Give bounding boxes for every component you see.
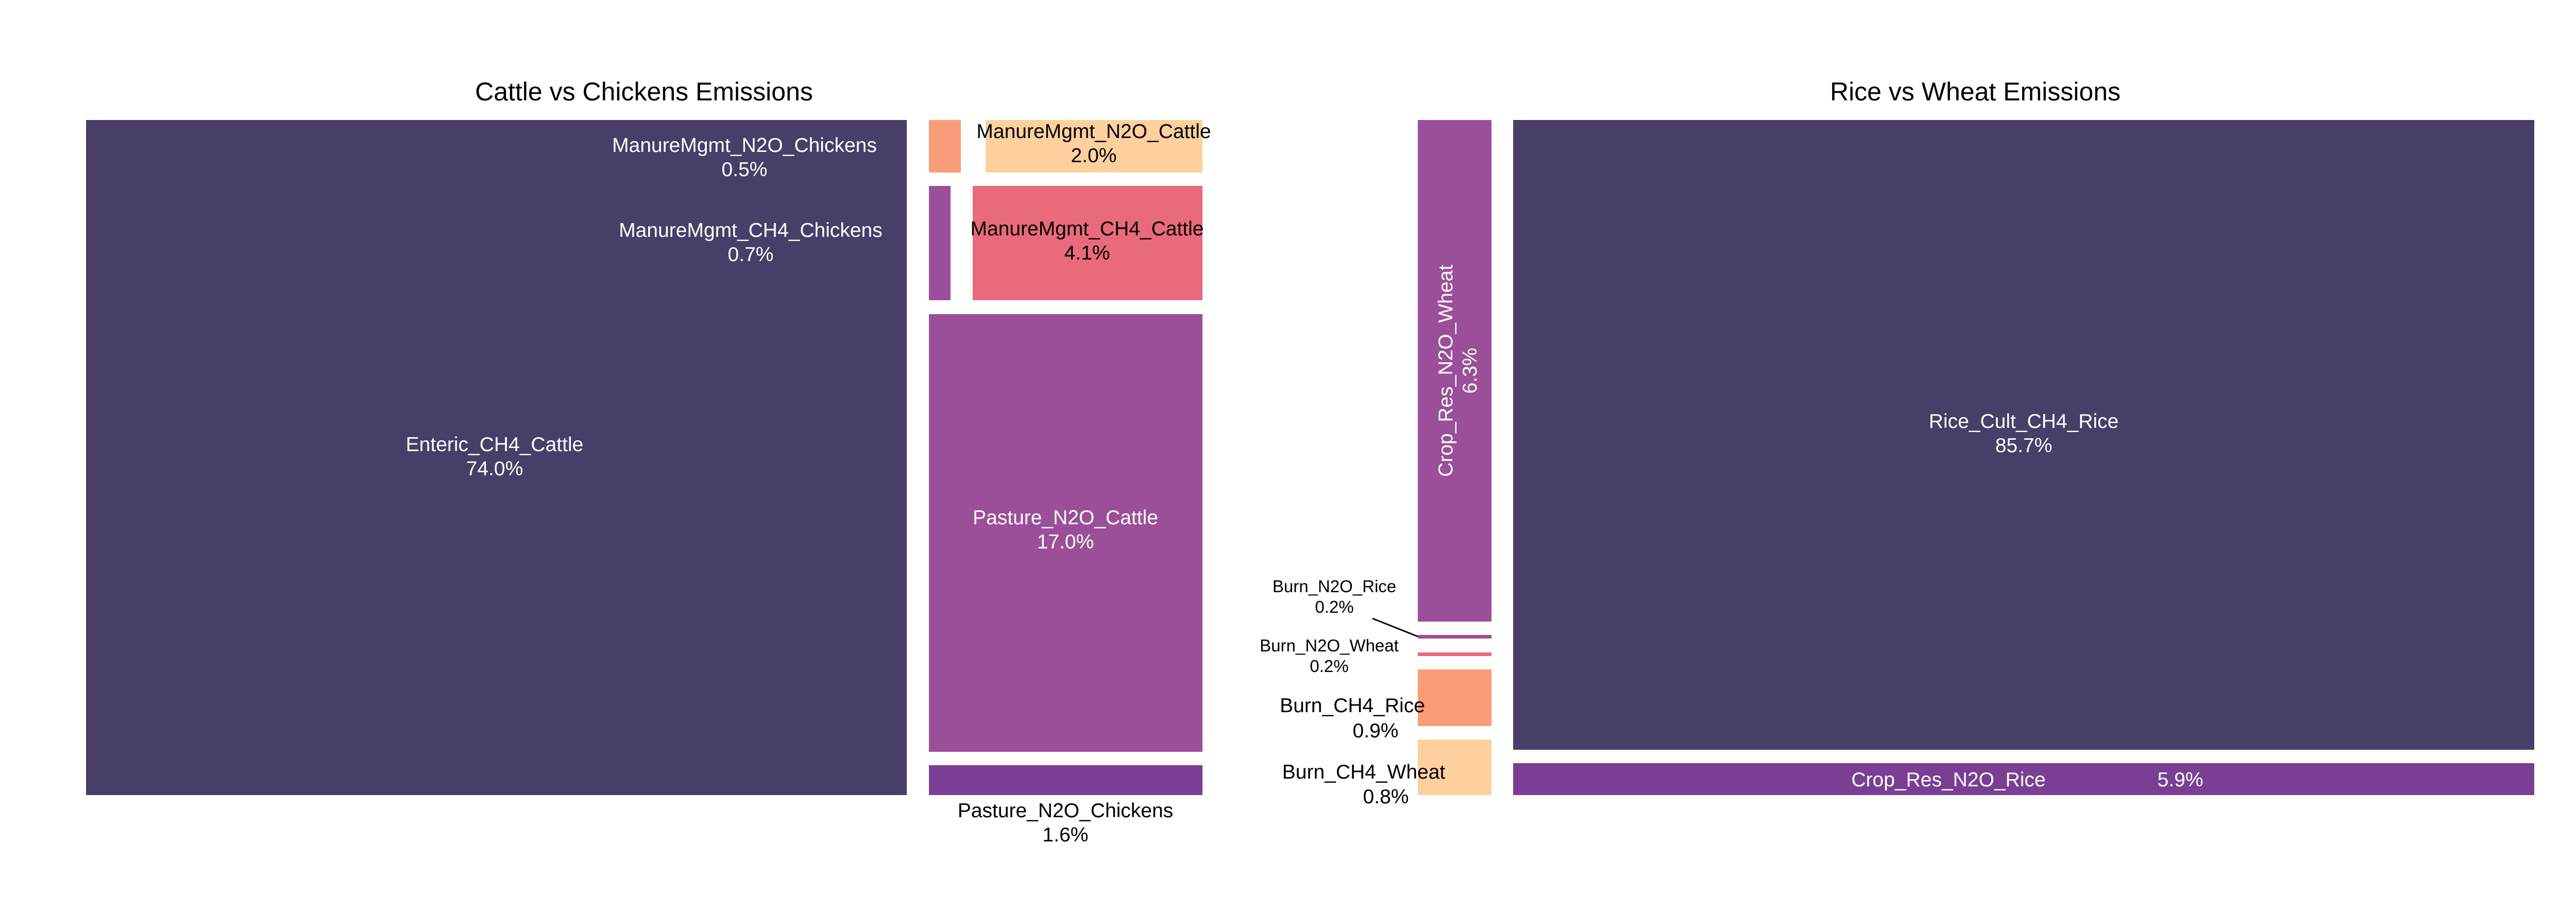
cell-burn-n2o-rice <box>1418 635 1492 639</box>
cell-value-enteric-ch4-cattle: 74.0% <box>466 458 523 480</box>
cell-manuremgmt-n2o-chickens <box>929 120 961 173</box>
cell-label-pasture-n2o-chickens: Pasture_N2O_Chickens <box>958 800 1173 822</box>
cell-value-pasture-n2o-cattle: 17.0% <box>1037 531 1094 553</box>
cell-label-crop-res-n2o-rice: Crop_Res_N2O_Rice <box>1851 769 2045 791</box>
cell-enteric-ch4-cattle <box>86 120 907 795</box>
cell-manuremgmt-ch4-cattle <box>973 186 1202 300</box>
cell-value-burn-n2o-rice: 0.2% <box>1315 597 1353 616</box>
cell-value-manuremgmt-n2o-cattle: 2.0% <box>1071 145 1117 167</box>
cell-label-rice-cult-ch4-rice: Rice_Cult_CH4_Rice <box>1929 410 2119 433</box>
cell-label-manuremgmt-ch4-cattle: ManureMgmt_CH4_Cattle <box>970 218 1204 240</box>
cell-pasture-n2o-chickens <box>929 765 1202 795</box>
cell-value-manuremgmt-n2o-chickens: 0.5% <box>722 159 768 181</box>
cell-label-enteric-ch4-cattle: Enteric_CH4_Cattle <box>406 434 584 456</box>
cell-manuremgmt-ch4-chickens <box>929 186 951 300</box>
chart-title-rice-wheat: Rice vs Wheat Emissions <box>1830 77 2121 106</box>
cell-label-burn-ch4-rice: Burn_CH4_Rice <box>1280 695 1425 717</box>
cell-label-burn-n2o-wheat: Burn_N2O_Wheat <box>1260 636 1399 655</box>
cell-value-manuremgmt-ch4-cattle: 4.1% <box>1064 242 1110 264</box>
chart-title-cattle-chickens: Cattle vs Chickens Emissions <box>475 77 813 106</box>
cell-value-crop-res-n2o-wheat: 6.3% <box>1459 348 1481 394</box>
cell-label-manuremgmt-ch4-chickens: ManureMgmt_CH4_Chickens <box>619 219 883 242</box>
leader-line-burn-n2o-rice <box>1372 617 1418 638</box>
cell-burn-n2o-wheat <box>1418 652 1492 656</box>
cell-value-manuremgmt-ch4-chickens: 0.7% <box>728 244 774 266</box>
cell-value-burn-ch4-wheat: 0.8% <box>1363 786 1409 808</box>
cell-burn-ch4-wheat <box>1418 739 1492 795</box>
cell-manuremgmt-n2o-cattle <box>986 120 1202 173</box>
cell-rice-cult-ch4-rice <box>1513 120 2534 750</box>
cell-value-rice-cult-ch4-rice: 85.7% <box>1995 435 2053 457</box>
cell-pasture-n2o-cattle <box>929 314 1202 752</box>
cell-label-crop-res-n2o-wheat: Crop_Res_N2O_Wheat <box>1435 265 1457 477</box>
cell-label-burn-n2o-rice: Burn_N2O_Rice <box>1273 577 1396 596</box>
cell-label-burn-ch4-wheat: Burn_CH4_Wheat <box>1282 761 1446 783</box>
cell-burn-ch4-rice <box>1418 669 1492 726</box>
cell-value-burn-n2o-wheat: 0.2% <box>1310 657 1348 676</box>
cell-crop-res-n2o-rice <box>1513 763 2534 795</box>
cell-crop-res-n2o-wheat <box>1418 120 1492 622</box>
cell-label-manuremgmt-n2o-chickens: ManureMgmt_N2O_Chickens <box>612 134 877 157</box>
cell-value-crop-res-n2o-rice: 5.9% <box>2158 769 2204 791</box>
cell-value-burn-ch4-rice: 0.9% <box>1353 720 1399 742</box>
cell-label-pasture-n2o-cattle: Pasture_N2O_Cattle <box>973 507 1158 529</box>
cell-label-manuremgmt-n2o-cattle: ManureMgmt_N2O_Cattle <box>976 120 1211 143</box>
cell-value-pasture-n2o-chickens: 1.6% <box>1043 824 1089 846</box>
